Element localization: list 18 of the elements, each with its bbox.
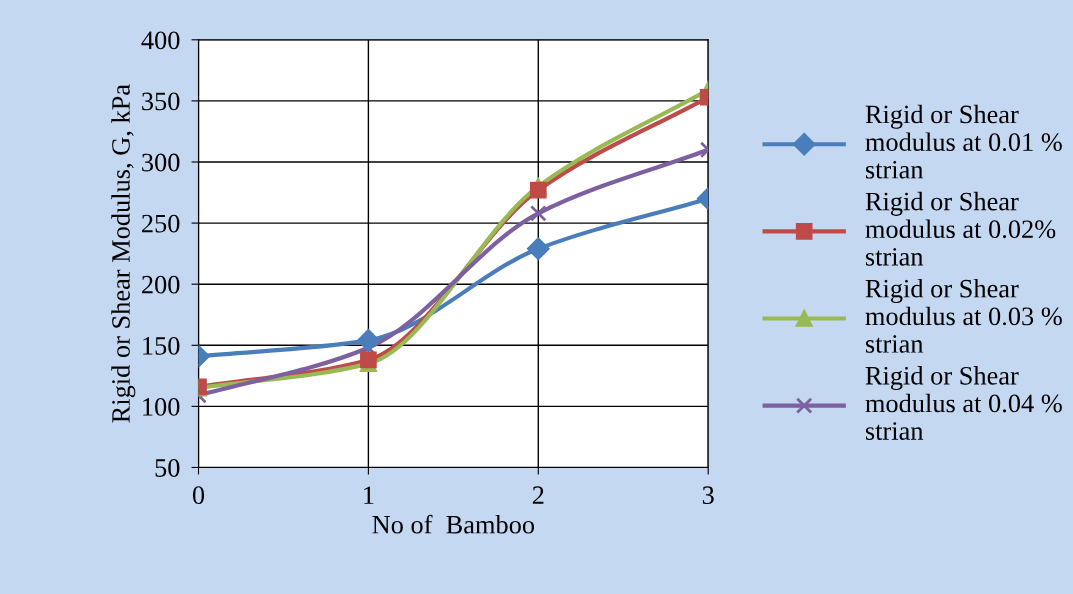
y-tick-label: 350 [142, 92, 180, 111]
x-tick-label: 0 [192, 486, 205, 505]
legend-label: Rigid or Shear modulus at 0.04 % strian [865, 366, 1062, 440]
legend-label: Rigid or Shear modulus at 0.01 % strian [865, 104, 1062, 179]
legend-label: Rigid or Shear modulus at 0.02% strian [865, 191, 1056, 266]
y-tick-label: 200 [142, 275, 180, 294]
y-tick-label: 150 [143, 336, 180, 355]
y-tick-label: 100 [143, 397, 180, 416]
y-tick-label: 250 [142, 214, 180, 233]
y-axis-title: Rigid or Shear Modulus, G, kPa [111, 84, 136, 423]
x-tick-label: 2 [532, 486, 544, 504]
y-tick-label: 400 [141, 31, 180, 50]
y-tick-label: 300 [142, 153, 180, 172]
x-tick-label: 1 [364, 486, 374, 504]
y-tick-label: 50 [155, 459, 180, 477]
x-axis-title: No of Bamboo [372, 514, 535, 534]
x-tick-label: 3 [702, 486, 714, 505]
legend-label: Rigid or Shear modulus at 0.03 % strian [865, 278, 1062, 353]
